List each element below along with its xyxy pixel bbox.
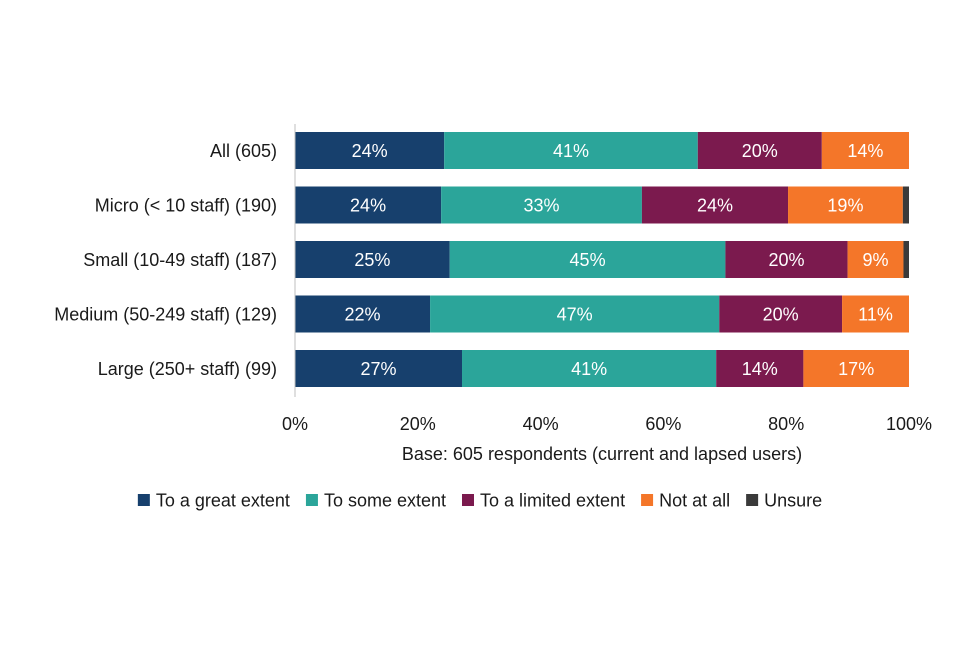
legend-swatch xyxy=(305,494,318,506)
bar-1-row-5 xyxy=(295,350,463,387)
bar-5-row-2 xyxy=(902,186,909,224)
bar-1-row-3 xyxy=(295,241,450,278)
bar-2-row-3 xyxy=(449,241,726,278)
bar-3-row-2 xyxy=(641,186,789,224)
data-label: 25% xyxy=(354,250,390,270)
bar-4-row-4 xyxy=(842,295,909,333)
legend-label: Unsure xyxy=(764,491,822,511)
x-tick-label: 20% xyxy=(400,414,436,434)
data-label: 41% xyxy=(553,141,589,161)
data-label: 33% xyxy=(524,196,560,216)
legend-label: To a limited extent xyxy=(480,491,625,511)
data-label: 20% xyxy=(742,141,778,161)
legend-item: To a limited extent xyxy=(462,491,625,511)
data-label: 20% xyxy=(768,250,804,270)
data-label: 24% xyxy=(352,141,388,161)
legend-item: To some extent xyxy=(305,491,446,511)
bar-4-row-5 xyxy=(803,350,909,387)
data-label: 14% xyxy=(847,141,883,161)
legend-item: To a great extent xyxy=(137,491,290,511)
data-label: 14% xyxy=(742,359,778,379)
data-label: 45% xyxy=(570,250,606,270)
bar-4-row-1 xyxy=(821,132,909,169)
legend-item: Unsure xyxy=(746,491,822,511)
data-label: 17% xyxy=(838,359,874,379)
data-label: 24% xyxy=(350,196,386,216)
data-label: 41% xyxy=(571,359,607,379)
x-tick-label: 60% xyxy=(645,414,681,434)
category-label: Micro (< 10 staff) (190) xyxy=(95,196,277,216)
x-tick-label: 100% xyxy=(886,414,932,434)
bar-1-row-1 xyxy=(295,132,445,169)
data-label: 24% xyxy=(697,196,733,216)
category-label: All (605) xyxy=(210,141,277,161)
bar-3-row-5 xyxy=(716,350,804,387)
legend-swatch xyxy=(462,494,474,506)
data-label: 11% xyxy=(858,305,893,325)
x-tick-label: 0% xyxy=(282,414,308,434)
data-label: 27% xyxy=(360,359,396,379)
data-label: 22% xyxy=(345,305,381,325)
bar-2-row-4 xyxy=(430,295,720,333)
bar-1-row-4 xyxy=(295,295,431,333)
bars-layer xyxy=(295,132,909,387)
bar-4-row-2 xyxy=(788,186,903,224)
legend-item: Not at all xyxy=(641,491,730,511)
bar-3-row-3 xyxy=(725,241,848,278)
x-axis-label: Base: 605 respondents (current and lapse… xyxy=(402,444,802,464)
legend-swatch xyxy=(641,494,654,506)
category-label: Large (250+ staff) (99) xyxy=(98,359,277,379)
data-labels-layer: 24% 41% 20% 14% 24% 33% 24% 19% 25% 45% 20% 9% 22% 47… xyxy=(345,141,893,379)
bar-2-row-5 xyxy=(462,350,717,387)
legend-label: To some extent xyxy=(324,491,446,511)
category-label: Medium (50-249 staff) (129) xyxy=(54,305,277,325)
bar-2-row-2 xyxy=(441,186,642,224)
bar-2-row-1 xyxy=(444,132,698,169)
x-tick-label: 40% xyxy=(523,414,559,434)
legend: To a great extent To some extent To a limi… xyxy=(137,491,822,511)
legend-swatch xyxy=(746,494,759,506)
bar-4-row-3 xyxy=(847,241,904,278)
legend-label: To a great extent xyxy=(156,491,290,511)
bar-3-row-4 xyxy=(719,295,843,333)
bar-1-row-2 xyxy=(295,186,442,224)
data-label: 19% xyxy=(827,196,863,216)
bar-5-row-3 xyxy=(903,241,909,278)
legend-label: Not at all xyxy=(659,491,730,511)
data-label: 9% xyxy=(863,250,889,270)
bar-3-row-1 xyxy=(697,132,822,169)
data-label: 47% xyxy=(557,305,593,325)
x-tick-label: 80% xyxy=(768,414,804,434)
category-label: Small (10-49 staff) (187) xyxy=(83,250,277,270)
axes-layer: All (605) Micro (< 10 staff) (190) Small (… xyxy=(54,124,932,464)
legend-swatch xyxy=(137,494,150,506)
data-label: 20% xyxy=(763,305,799,325)
